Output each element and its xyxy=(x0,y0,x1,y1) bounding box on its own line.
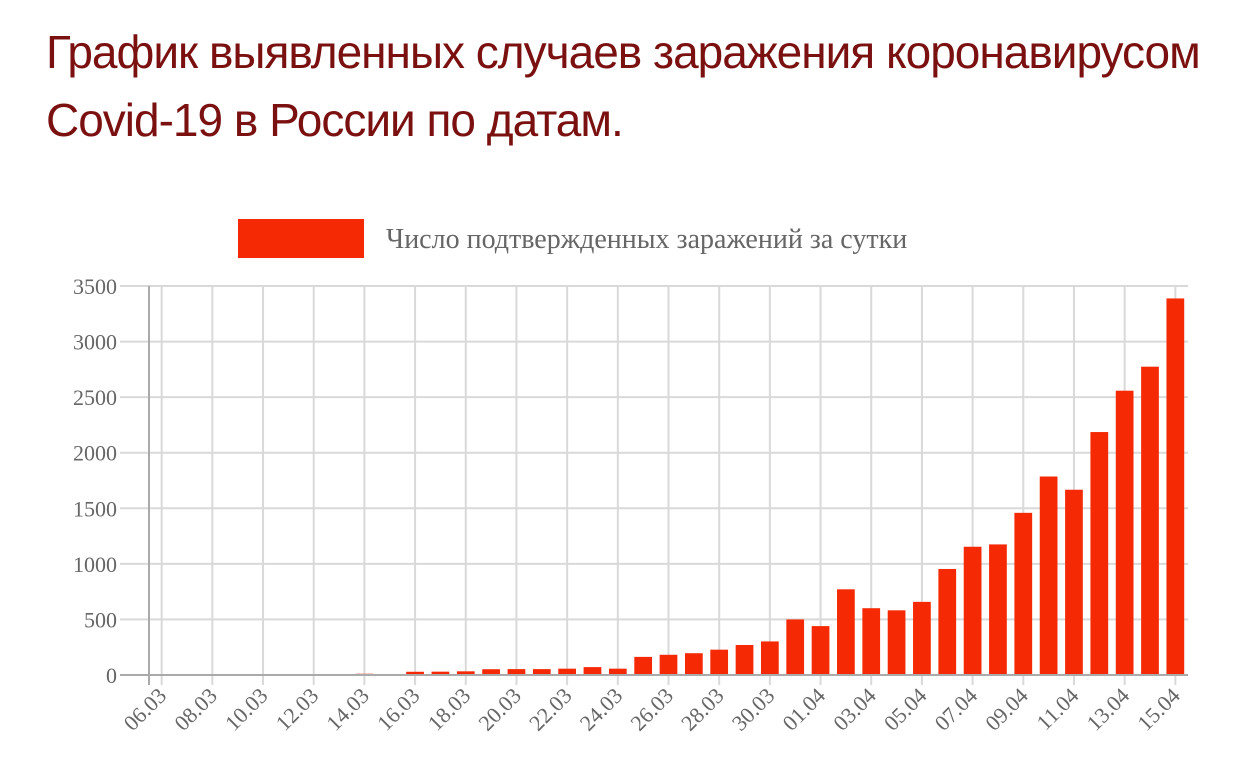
bar-16.03 xyxy=(406,671,424,675)
chart-grid xyxy=(120,285,1188,685)
bar-25.03 xyxy=(634,656,653,675)
x-tick-label: 12.03 xyxy=(271,683,324,736)
x-tick-label: 11.04 xyxy=(1031,683,1083,735)
x-tick-label: 01.04 xyxy=(777,683,830,736)
bar-15.04 xyxy=(1166,298,1185,675)
bar-23.03 xyxy=(583,667,602,675)
bar-17.03 xyxy=(431,671,450,675)
y-tick-label: 1000 xyxy=(73,552,117,577)
bar-28.03 xyxy=(710,649,729,675)
y-tick-label: 0 xyxy=(106,663,117,688)
bar-31.03 xyxy=(786,619,805,675)
x-tick-label: 26.03 xyxy=(625,683,678,736)
bar-13.04 xyxy=(1115,390,1134,675)
bar-19.03 xyxy=(482,669,500,675)
bar-07.04 xyxy=(963,546,982,675)
y-tick-label: 500 xyxy=(84,607,117,632)
y-tick-label: 1500 xyxy=(73,496,117,521)
bar-18.03 xyxy=(456,671,475,675)
y-tick-label: 2500 xyxy=(73,385,117,410)
bar-10.04 xyxy=(1039,476,1058,675)
bar-09.04 xyxy=(1014,512,1033,675)
chart-bars xyxy=(152,298,1185,675)
bar-02.04 xyxy=(837,589,855,675)
y-tick-label: 3500 xyxy=(73,274,117,299)
bar-27.03 xyxy=(684,653,703,675)
x-tick-label: 15.04 xyxy=(1132,683,1185,736)
x-tick-label: 08.03 xyxy=(169,683,222,736)
x-tick-label: 09.04 xyxy=(980,683,1033,736)
bar-21.03 xyxy=(532,669,551,675)
bar-20.03 xyxy=(507,669,526,675)
bar-14.04 xyxy=(1141,366,1159,675)
legend-label: Число подтвержденных заражений за сутки xyxy=(386,224,907,255)
x-tick-label: 18.03 xyxy=(423,683,476,736)
x-tick-label: 05.04 xyxy=(879,683,932,736)
chart-axes xyxy=(120,286,1188,685)
bar-01.04 xyxy=(811,626,830,675)
bar-05.04 xyxy=(913,601,931,675)
chart-legend[interactable]: Число подтвержденных заражений за сутки xyxy=(238,219,907,258)
page-title-line-2: Covid-19 в России по датам. xyxy=(46,94,624,146)
y-tick-label: 2000 xyxy=(73,441,117,466)
x-tick-label: 20.03 xyxy=(473,683,526,736)
x-tick-label: 28.03 xyxy=(676,683,729,736)
bar-26.03 xyxy=(659,654,678,675)
x-tick-label: 13.04 xyxy=(1082,683,1135,736)
page-title-line-1: График выявленных случаев заражения коро… xyxy=(46,26,1201,78)
bar-04.04 xyxy=(887,610,906,675)
bar-22.03 xyxy=(558,668,577,675)
y-tick-label: 3000 xyxy=(73,330,117,355)
x-tick-label: 22.03 xyxy=(524,683,577,736)
x-tick-label: 30.03 xyxy=(727,683,780,736)
x-tick-label: 07.04 xyxy=(929,683,982,736)
bar-06.04 xyxy=(938,568,957,675)
legend-swatch xyxy=(238,219,364,258)
y-axis-tick-labels: 0 500 1000 1500 2000 2500 3000 3500 xyxy=(73,274,117,688)
bar-11.04 xyxy=(1065,489,1083,675)
x-tick-label: 14.03 xyxy=(321,683,374,736)
x-tick-label: 24.03 xyxy=(575,683,628,736)
x-tick-label: 06.03 xyxy=(119,683,172,736)
bar-12.04 xyxy=(1090,432,1109,675)
bar-30.03 xyxy=(760,641,779,675)
bar-24.03 xyxy=(608,668,627,675)
bar-03.04 xyxy=(862,608,881,675)
x-tick-label: 10.03 xyxy=(220,683,273,736)
x-tick-label: 16.03 xyxy=(372,683,425,736)
bar-29.03 xyxy=(735,644,754,675)
x-tick-label: 03.04 xyxy=(828,683,881,736)
page-title: График выявленных случаев заражения коро… xyxy=(46,18,1201,154)
x-axis-tick-labels: 06.0308.0310.0312.0314.0316.0318.0320.03… xyxy=(119,683,1185,736)
bar-08.04 xyxy=(989,544,1007,675)
